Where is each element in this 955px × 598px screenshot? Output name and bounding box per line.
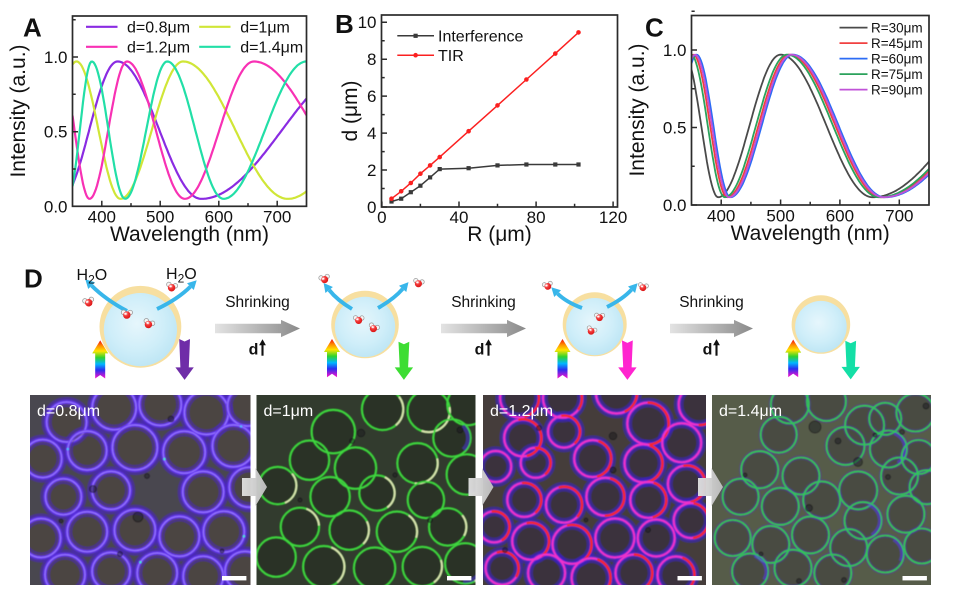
svg-text:C: C bbox=[645, 13, 664, 43]
svg-text:D: D bbox=[24, 264, 43, 294]
svg-text:600: 600 bbox=[826, 207, 854, 226]
svg-text:Interference: Interference bbox=[438, 28, 523, 45]
svg-text:600: 600 bbox=[205, 208, 233, 227]
svg-text:10: 10 bbox=[358, 13, 377, 32]
svg-text:R=30μm: R=30μm bbox=[871, 20, 923, 35]
svg-text:Intensity (a.u.): Intensity (a.u.) bbox=[626, 43, 649, 176]
svg-text:Shrinking: Shrinking bbox=[679, 294, 744, 311]
svg-text:0.0: 0.0 bbox=[663, 196, 687, 215]
svg-text:0: 0 bbox=[367, 198, 376, 217]
svg-text:R=60μm: R=60μm bbox=[871, 51, 923, 66]
svg-text:400: 400 bbox=[88, 208, 116, 227]
svg-text:H2O: H2O bbox=[166, 266, 197, 285]
svg-text:4: 4 bbox=[367, 124, 376, 143]
svg-text:700: 700 bbox=[885, 207, 913, 226]
svg-text:d (μm): d (μm) bbox=[339, 80, 362, 141]
svg-text:d=1μm: d=1μm bbox=[240, 20, 290, 37]
svg-text:0.5: 0.5 bbox=[44, 123, 68, 142]
svg-text:R=75μm: R=75μm bbox=[871, 67, 923, 82]
svg-text:d=0.8μm: d=0.8μm bbox=[127, 20, 190, 37]
svg-text:80: 80 bbox=[527, 208, 546, 227]
svg-text:B: B bbox=[335, 9, 354, 39]
svg-text:R=45μm: R=45μm bbox=[871, 36, 923, 51]
svg-text:Intensity (a.u.): Intensity (a.u.) bbox=[7, 44, 30, 177]
svg-text:d=1.4μm: d=1.4μm bbox=[240, 40, 303, 57]
svg-text:TIR: TIR bbox=[438, 48, 464, 65]
svg-text:2: 2 bbox=[367, 161, 376, 180]
svg-text:Shrinking: Shrinking bbox=[451, 294, 516, 311]
svg-text:d=1.2μm: d=1.2μm bbox=[127, 40, 190, 57]
svg-text:0.0: 0.0 bbox=[44, 197, 68, 216]
svg-text:H2O: H2O bbox=[77, 267, 108, 286]
svg-text:120: 120 bbox=[599, 208, 627, 227]
svg-text:1.0: 1.0 bbox=[663, 41, 687, 60]
svg-text:d: d bbox=[703, 342, 713, 359]
svg-text:A: A bbox=[23, 13, 42, 43]
svg-text:6: 6 bbox=[367, 87, 376, 106]
svg-text:0: 0 bbox=[377, 208, 386, 227]
svg-text:700: 700 bbox=[263, 208, 291, 227]
svg-text:R (μm): R (μm) bbox=[467, 223, 532, 246]
svg-text:1.0: 1.0 bbox=[44, 48, 68, 67]
svg-text:R=90μm: R=90μm bbox=[871, 82, 923, 97]
svg-text:d: d bbox=[475, 342, 485, 359]
svg-text:40: 40 bbox=[450, 208, 469, 227]
svg-text:d=1μm: d=1μm bbox=[264, 403, 314, 420]
svg-text:8: 8 bbox=[367, 50, 376, 69]
svg-text:d=1.2μm: d=1.2μm bbox=[490, 403, 553, 420]
svg-text:d: d bbox=[249, 342, 259, 359]
svg-text:d=1.4μm: d=1.4μm bbox=[719, 403, 782, 420]
svg-text:500: 500 bbox=[766, 207, 794, 226]
svg-text:Wavelength (nm): Wavelength (nm) bbox=[110, 223, 269, 246]
svg-text:0.5: 0.5 bbox=[663, 119, 687, 138]
svg-text:500: 500 bbox=[146, 208, 174, 227]
svg-text:400: 400 bbox=[707, 207, 735, 226]
svg-text:d=0.8μm: d=0.8μm bbox=[37, 403, 100, 420]
svg-text:Shrinking: Shrinking bbox=[225, 294, 290, 311]
svg-text:Wavelength (nm): Wavelength (nm) bbox=[731, 222, 890, 245]
